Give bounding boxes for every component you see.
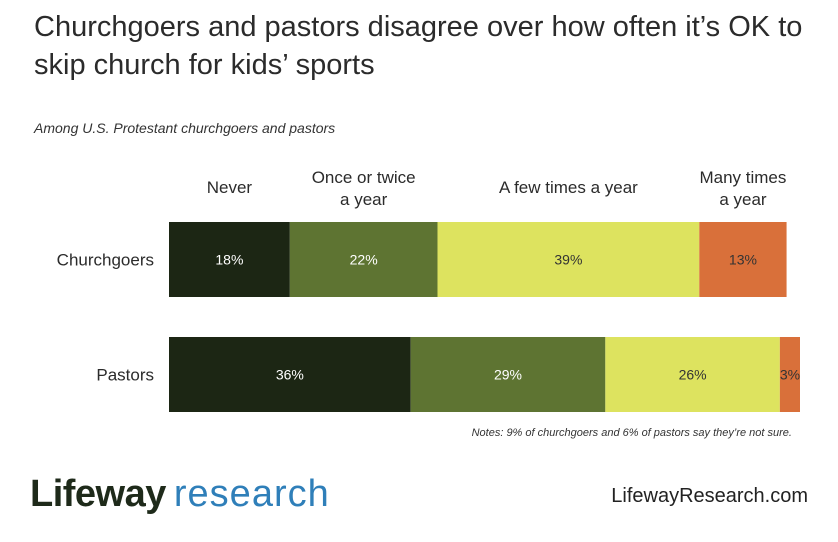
- bar-pastors-series-2: [410, 337, 606, 412]
- lifeway-research-logo: Lifeway research: [30, 470, 330, 518]
- chart-subtitle: Among U.S. Protestant churchgoers and pa…: [34, 120, 336, 136]
- bar-pastors-series-4: [779, 337, 800, 412]
- legend-header-2-line-1: Once or twice: [312, 168, 416, 187]
- bar-pastors-series-1: [169, 337, 411, 412]
- legend-header-2-line-2: a year: [340, 190, 388, 209]
- bar-churchgoers-series-3: [437, 222, 700, 297]
- chart-note: Notes: 9% of churchgoers and 6% of pasto…: [471, 427, 792, 439]
- data-label-pastors-series-1: 36%: [276, 367, 304, 383]
- data-label-pastors-series-3: 26%: [679, 367, 707, 383]
- website-url: LifewayResearch.com: [611, 485, 808, 507]
- logo-word-lifeway: Lifeway: [30, 473, 166, 515]
- legend-header-4-line-1: Many times: [699, 168, 786, 187]
- logo-word-research: research: [173, 473, 330, 515]
- bar-churchgoers-series-4: [699, 222, 787, 297]
- stacked-bar-chart: Never Once or twice a year A few times a ye…: [57, 168, 800, 412]
- data-label-churchgoers-series-2: 22%: [350, 252, 378, 268]
- legend-header-4-line-2: a year: [719, 190, 767, 209]
- legend-header-3-line-1: A few times a year: [499, 178, 638, 197]
- bar-churchgoers-series-2: [289, 222, 438, 297]
- data-label-churchgoers-series-1: 18%: [215, 252, 243, 268]
- category-label-churchgoers: Churchgoers: [57, 251, 154, 270]
- data-label-churchgoers-series-3: 39%: [554, 252, 582, 268]
- category-label-pastors: Pastors: [96, 366, 154, 385]
- bar-churchgoers-series-1: [169, 222, 290, 297]
- data-label-pastors-series-2: 29%: [494, 367, 522, 383]
- bar-pastors-series-3: [605, 337, 780, 412]
- chart-title: Churchgoers and pastors disagree over ho…: [34, 11, 803, 81]
- data-label-pastors-series-4: 3%: [780, 367, 800, 383]
- legend-header-1-line-1: Never: [207, 178, 253, 197]
- data-label-churchgoers-series-4: 13%: [729, 252, 757, 268]
